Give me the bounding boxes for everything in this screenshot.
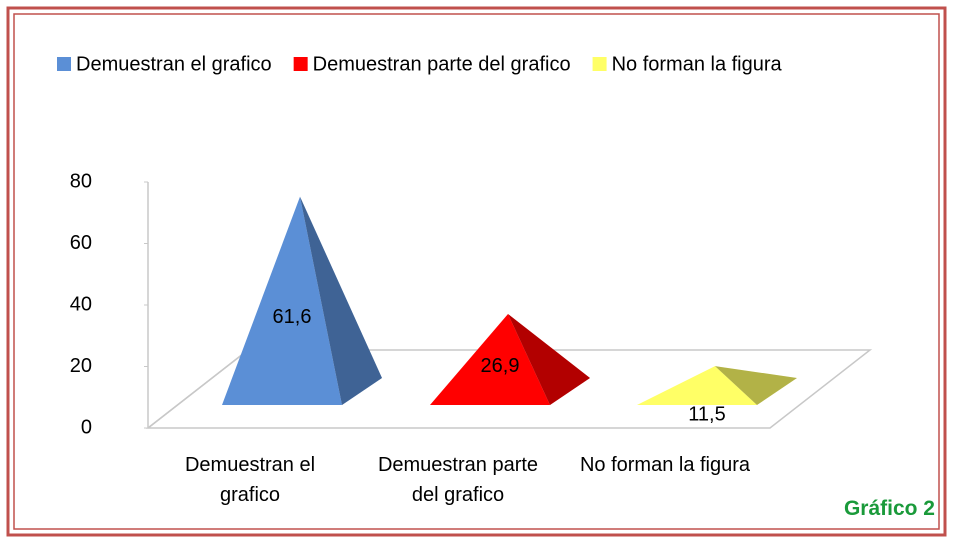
legend-label: Demuestran parte del grafico bbox=[313, 53, 571, 75]
pyramid bbox=[222, 196, 382, 405]
pyramid-side bbox=[508, 314, 590, 405]
pyramid-front bbox=[222, 196, 342, 405]
pyramid bbox=[637, 366, 797, 405]
y-tick-label: 60 bbox=[70, 232, 92, 254]
pyramid-shade bbox=[300, 196, 382, 405]
legend-label: Demuestran el grafico bbox=[76, 53, 272, 75]
x-tick-label: No forman la figura bbox=[579, 454, 751, 476]
pyramid-side bbox=[300, 196, 382, 405]
annotation: Gráfico 2 bbox=[843, 497, 935, 520]
y-tick-label: 20 bbox=[70, 355, 92, 377]
frame bbox=[6, 6, 947, 537]
legend-swatch bbox=[293, 57, 308, 71]
pyramid-shade bbox=[715, 366, 797, 405]
x-tick-label: Demuestran el grafico bbox=[184, 454, 316, 506]
legend-swatch bbox=[592, 57, 607, 71]
y-tick-label: 40 bbox=[70, 293, 92, 315]
legend-label: No forman la figura bbox=[612, 53, 783, 75]
value-label: 11,5 bbox=[688, 403, 725, 425]
value-label: 26,9 bbox=[481, 355, 520, 377]
pyramid-shade bbox=[508, 314, 590, 405]
y-tick-label: 80 bbox=[70, 170, 92, 192]
legend-swatch bbox=[57, 57, 71, 71]
x-tick-label: Demuestran parte del grafico bbox=[377, 454, 539, 506]
value-label: 61,6 bbox=[273, 306, 312, 328]
pyramid bbox=[430, 314, 590, 405]
frame-inner bbox=[13, 13, 940, 530]
pyramid-front bbox=[637, 366, 757, 405]
y-tick-label: 0 bbox=[81, 416, 92, 438]
pyramid-side bbox=[715, 366, 797, 405]
pyramid-front bbox=[430, 314, 550, 405]
